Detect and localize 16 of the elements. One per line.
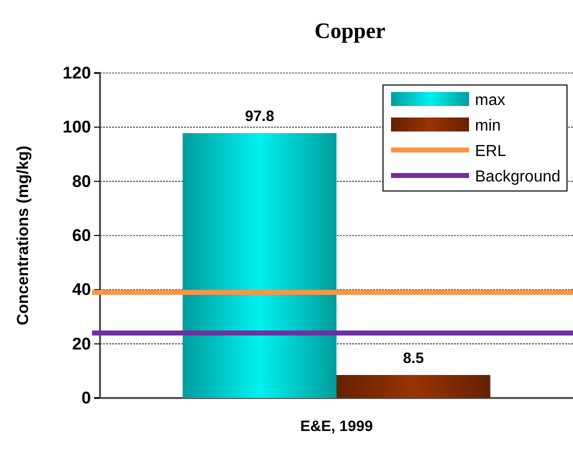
y-tick-label: 100: [62, 118, 91, 137]
y-tick-label: 20: [72, 334, 91, 354]
y-tick-label: 120: [62, 63, 91, 82]
y-axis-title: Concentrations (mg/kg): [15, 146, 32, 326]
legend-label: max: [475, 92, 506, 109]
y-tick-label: 0: [82, 388, 91, 408]
y-tick-label: 40: [72, 280, 91, 300]
legend-label: Background: [475, 168, 560, 186]
chart-title: Copper: [314, 18, 386, 43]
y-tick-label: 60: [72, 226, 91, 245]
legend-label: min: [475, 118, 501, 134]
y-tick-label: 80: [72, 172, 91, 191]
legend-label: ERL: [475, 143, 506, 160]
x-tick-label: E&E, 1999: [300, 418, 373, 435]
data-label: 8.5: [402, 350, 424, 367]
data-label: 97.8: [244, 108, 274, 126]
